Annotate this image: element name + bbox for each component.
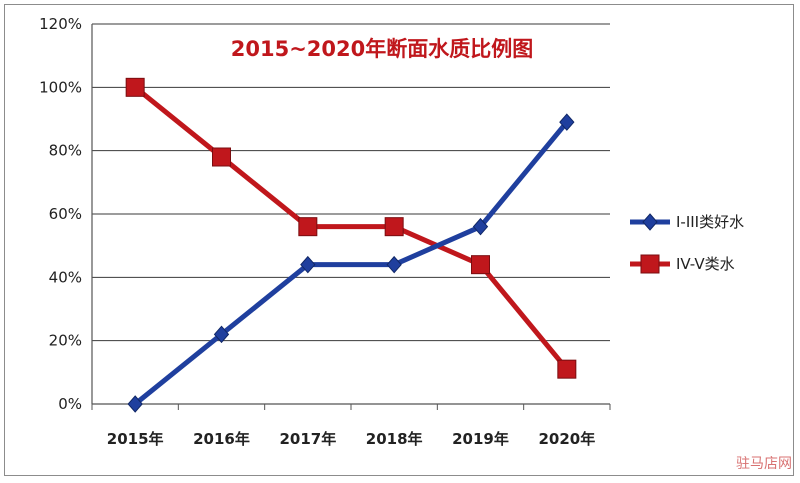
legend-label: I-III类好水 (676, 213, 744, 231)
x-tick-label: 2018年 (366, 430, 423, 448)
diamond-marker (300, 255, 316, 274)
x-tick-label: 2016年 (193, 430, 250, 448)
y-tick-label: 20% (49, 332, 82, 350)
series-line (132, 84, 570, 372)
square-marker (640, 254, 660, 274)
x-tick-label: 2017年 (279, 430, 336, 448)
square-marker (557, 359, 577, 379)
y-tick-label: 80% (49, 142, 82, 160)
diamond-marker (213, 325, 230, 344)
square-marker (125, 77, 145, 97)
diamond-marker (472, 217, 489, 236)
diamond-marker (127, 395, 143, 413)
legend: I-III类好水 IV-V类水 (630, 213, 744, 274)
x-tick-label: 2015年 (107, 430, 164, 448)
square-marker (212, 147, 231, 167)
y-tick-label: 40% (49, 268, 82, 286)
square-marker (471, 255, 490, 275)
series-group (125, 77, 577, 413)
diamond-marker (559, 113, 575, 131)
diamond-marker (386, 255, 402, 274)
square-marker (298, 217, 318, 237)
series-line (132, 119, 570, 407)
y-tick-label: 60% (49, 205, 82, 223)
y-tick-label: 0% (58, 395, 82, 413)
square-marker (384, 217, 404, 237)
y-tick-label: 100% (39, 78, 82, 96)
y-axis-ticks: 0% 20% 40% 60% 80% 100% 120% (39, 15, 82, 413)
diamond-marker (642, 213, 658, 231)
legend-label: IV-V类水 (676, 255, 735, 273)
x-axis-ticks: 2015年 2016年 2017年 2018年 2019年 2020年 (91, 404, 611, 448)
chart-title: 2015~2020年断面水质比例图 (231, 37, 534, 61)
watermark-logo: 驻马店网 (736, 456, 792, 472)
y-tick-label: 120% (39, 15, 82, 33)
gridlines (91, 23, 610, 405)
x-tick-label: 2019年 (452, 430, 509, 448)
x-tick-label: 2020年 (538, 430, 595, 448)
